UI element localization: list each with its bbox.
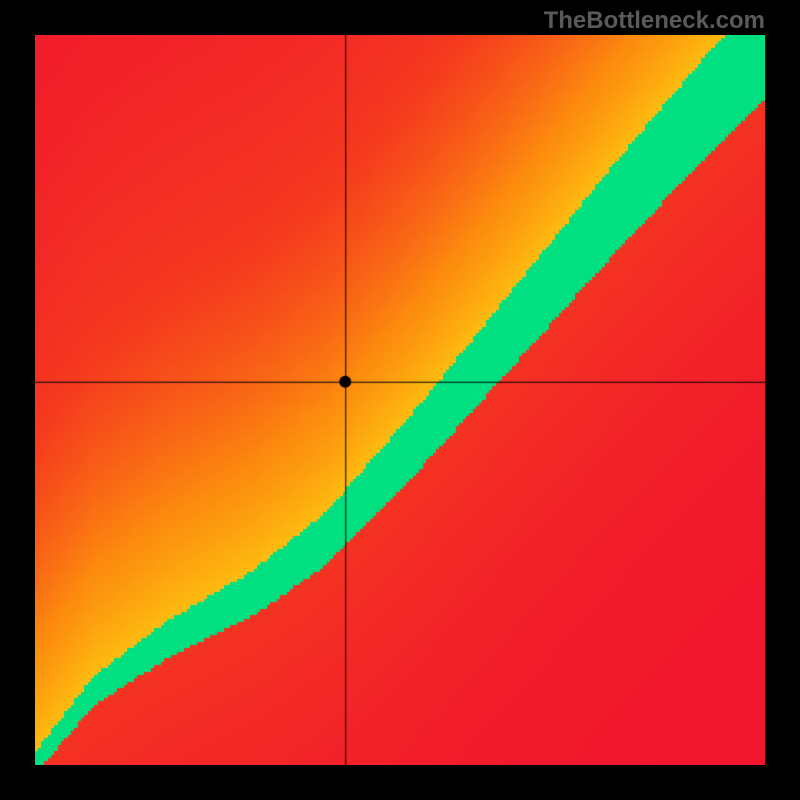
bottleneck-heatmap <box>35 35 765 765</box>
chart-container: TheBottleneck.com <box>0 0 800 800</box>
watermark-text: TheBottleneck.com <box>544 7 765 35</box>
